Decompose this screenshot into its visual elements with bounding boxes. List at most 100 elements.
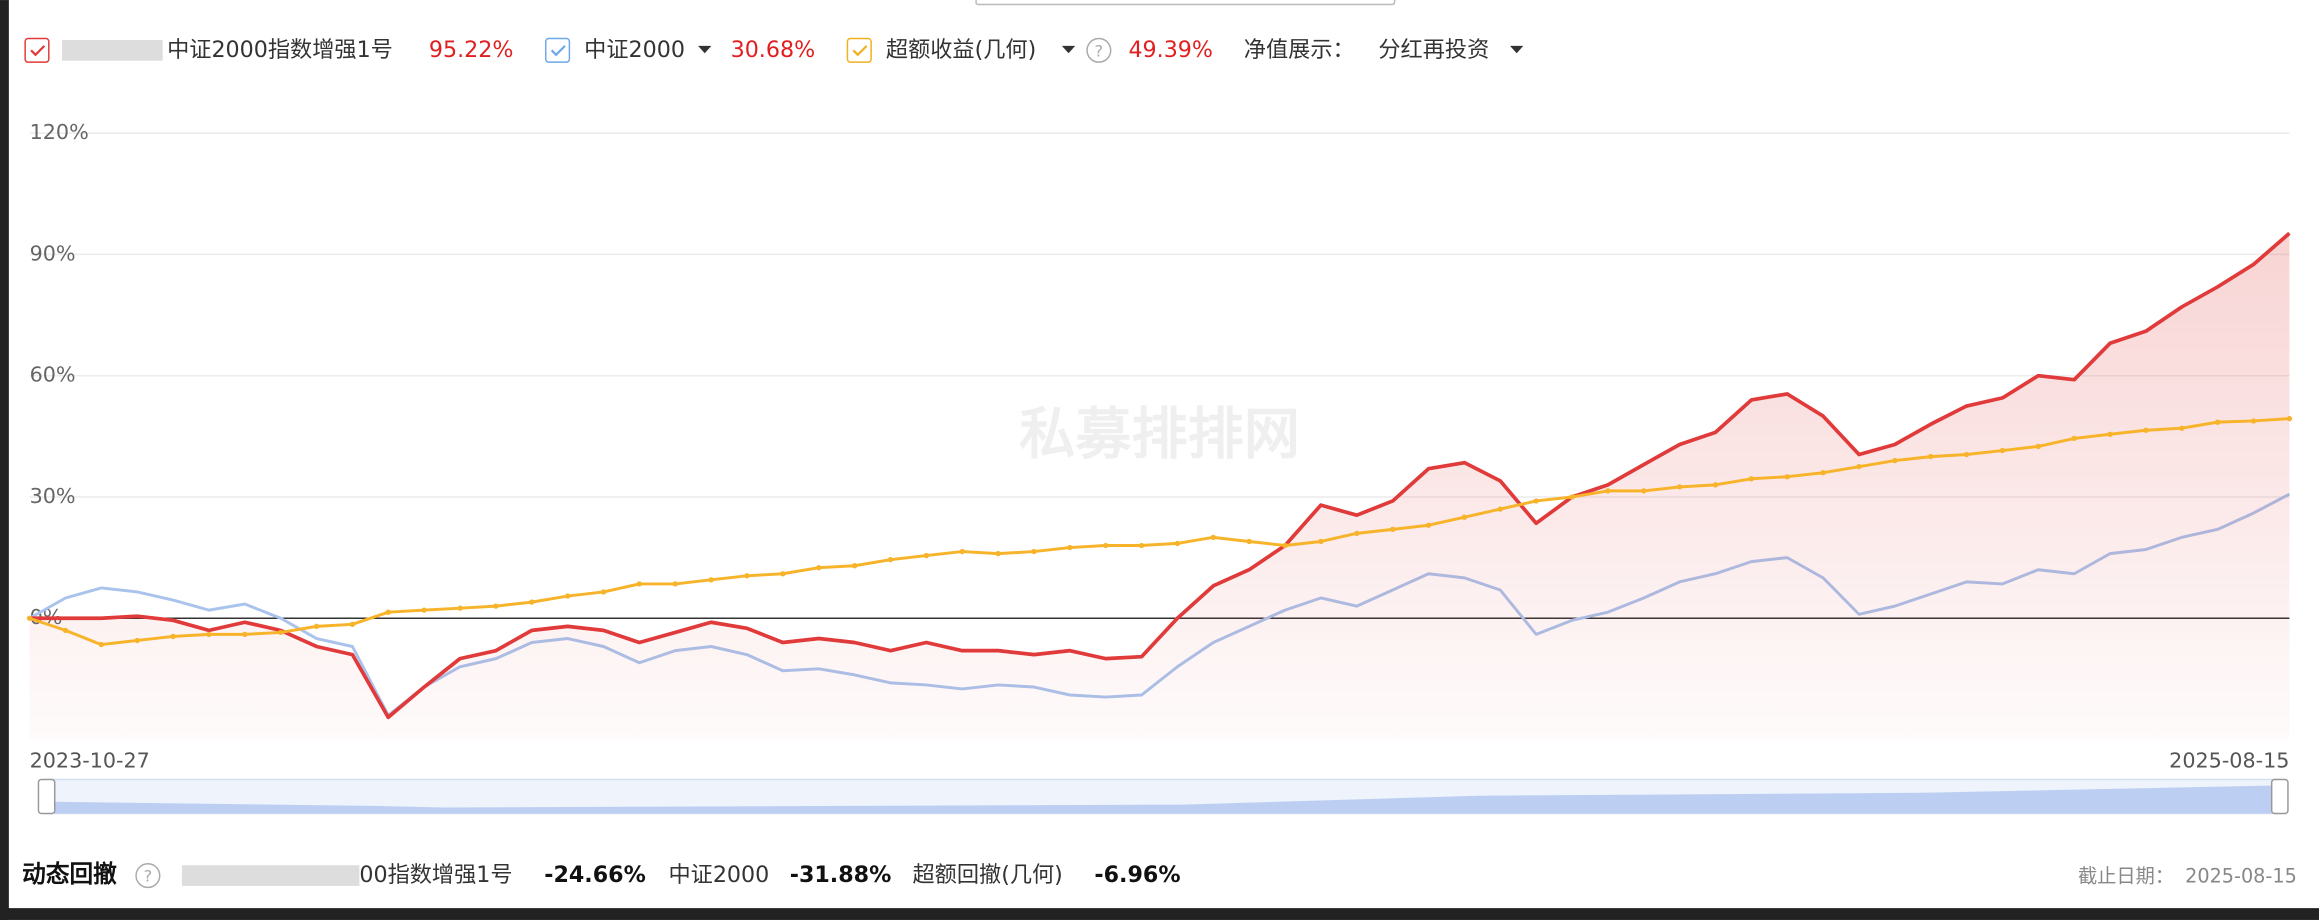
- series-line: [29, 231, 2291, 720]
- point: [1748, 476, 1755, 482]
- checkbox[interactable]: [846, 37, 872, 63]
- drawdown: 动态回撤 ? 00指数增强1号 -24.66% 中证2000 -31.88% 超…: [22, 860, 2297, 889]
- point: [1605, 488, 1611, 494]
- checkbox[interactable]: [24, 37, 50, 63]
- drawdown-title: 动态回撤: [22, 860, 117, 888]
- point: [457, 605, 463, 611]
- point: [1533, 498, 1539, 504]
- point: [959, 548, 965, 555]
- point: [887, 556, 894, 563]
- help-icon[interactable]: [135, 863, 161, 889]
- drawdown-name: 中证2000: [668, 862, 769, 888]
- point: [1174, 540, 1181, 547]
- point: [1318, 538, 1324, 545]
- point: [1784, 474, 1790, 480]
- point: [1928, 453, 1934, 460]
- point: [1425, 522, 1432, 528]
- legend-value: 30.68%: [731, 37, 816, 63]
- point: [26, 615, 33, 621]
- point: [672, 581, 678, 587]
- point: [1067, 544, 1073, 551]
- watermark: 私募排排网: [1019, 402, 1300, 467]
- legend: 中证2000指数增强1号 95.22% 中证2000 30.68% 超额收益(几…: [24, 37, 1524, 63]
- point: [1856, 463, 1862, 470]
- dropdown-arrow[interactable]: [1061, 45, 1076, 54]
- point: [1246, 538, 1252, 545]
- point: [1497, 506, 1503, 512]
- plot: 0%30%60%90%120%: [26, 120, 2293, 740]
- y-tick-label: 60%: [30, 363, 76, 387]
- dropdown-arrow[interactable]: [1510, 45, 1524, 54]
- display-label: 净值展示：: [1244, 37, 1355, 63]
- legend-name[interactable]: 中证2000指数增强1号: [167, 37, 393, 63]
- date-value: 2025-08-15: [2185, 865, 2297, 888]
- point: [1676, 484, 1683, 490]
- point: [2035, 443, 2041, 450]
- point: [1569, 494, 1575, 500]
- point: [1999, 447, 2006, 454]
- display-option[interactable]: 分红再投资: [1378, 37, 1489, 63]
- point: [349, 621, 356, 627]
- point: [170, 633, 176, 640]
- point: [2071, 435, 2077, 442]
- point: [708, 577, 714, 583]
- check: [550, 45, 566, 57]
- point: [1712, 482, 1719, 488]
- legend-value: 49.39%: [1128, 37, 1213, 63]
- y-tick-label: 120%: [30, 120, 89, 144]
- point: [1282, 542, 1288, 549]
- point: [493, 603, 499, 609]
- point: [2143, 427, 2149, 433]
- frame-edge: [0, 908, 2319, 920]
- series-line: [29, 417, 2290, 647]
- point: [636, 581, 643, 587]
- point: [600, 589, 607, 595]
- point: [313, 623, 320, 629]
- point: [278, 629, 284, 636]
- help-mark: ?: [144, 867, 153, 886]
- zoom-slider: [37, 778, 2289, 815]
- point: [62, 627, 69, 634]
- point: [1031, 548, 1037, 555]
- y-tick-label: 90%: [30, 241, 76, 265]
- y-tick-label: 30%: [30, 484, 76, 508]
- legend-name[interactable]: 超额收益(几何): [886, 37, 1036, 63]
- checkbox[interactable]: [544, 37, 571, 63]
- drawdown-name: 00指数增强1号: [359, 862, 512, 888]
- point: [816, 565, 822, 571]
- point: [1641, 488, 1647, 494]
- check: [30, 45, 46, 57]
- point: [564, 593, 571, 599]
- point: [1354, 530, 1360, 537]
- point: [421, 607, 427, 613]
- help-mark: ?: [1095, 41, 1104, 60]
- legend-name[interactable]: 中证2000: [584, 37, 685, 63]
- dropdown-edge: [975, 0, 1396, 6]
- frame-edge: [0, 0, 9, 920]
- slider-preview: [44, 785, 2281, 814]
- drawdown-value: -6.96%: [1094, 862, 1180, 888]
- x-tick-label: 2025-08-15: [2169, 749, 2289, 773]
- drawdown-value: -31.88%: [790, 862, 892, 888]
- area: [29, 233, 2290, 740]
- point: [2107, 431, 2113, 437]
- point: [1210, 534, 1216, 541]
- point: [1892, 457, 1898, 464]
- point: [995, 550, 1001, 557]
- point: [1963, 451, 1970, 458]
- slider-handle[interactable]: [37, 778, 56, 815]
- point: [744, 573, 750, 579]
- blur: [62, 39, 163, 61]
- help-icon[interactable]: [1086, 37, 1112, 63]
- dropdown-arrow[interactable]: [698, 45, 712, 54]
- point: [1103, 542, 1109, 549]
- point: [385, 609, 391, 615]
- point: [242, 631, 248, 638]
- slider-handle[interactable]: [2270, 778, 2289, 815]
- drawdown-value: -24.66%: [544, 862, 646, 888]
- drawdown-name: 超额回撤(几何): [913, 862, 1063, 888]
- x-tick-label: 2023-10-27: [30, 749, 150, 773]
- date-label: 截止日期：: [2078, 865, 2174, 888]
- point: [1138, 542, 1145, 549]
